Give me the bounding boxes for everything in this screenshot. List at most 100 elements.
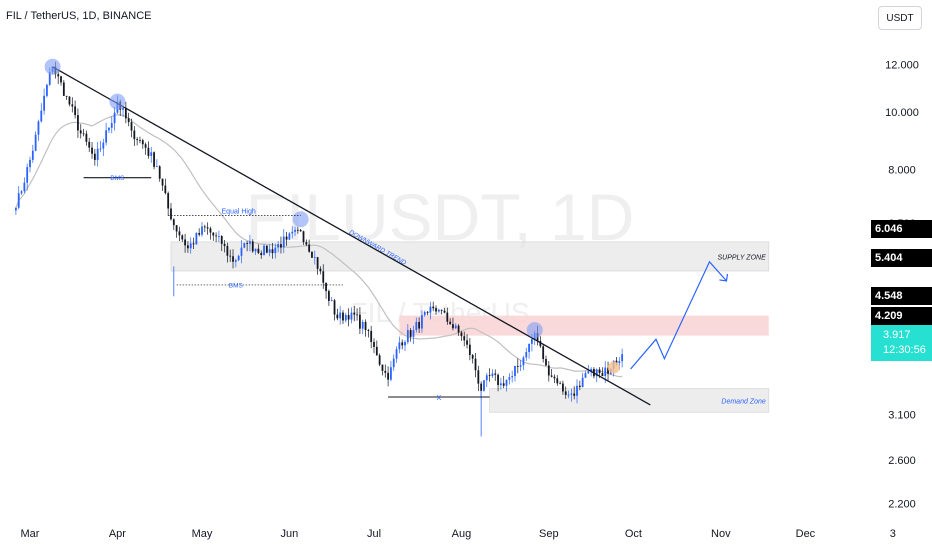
candle-body (240, 247, 243, 256)
candle-body (387, 372, 389, 380)
candle-body (432, 306, 435, 309)
candle-body (347, 315, 350, 320)
x-tick-label: Mar (21, 528, 40, 540)
candle-body (547, 365, 550, 376)
candle-body (31, 150, 34, 160)
candle-body (474, 358, 477, 371)
candle-body (325, 282, 327, 292)
projection-arrowhead (719, 273, 729, 282)
candle-body (466, 340, 468, 345)
candle-body (381, 364, 384, 371)
candle-body (525, 352, 528, 358)
x-tick-label: Dec (796, 528, 816, 540)
candle-body (260, 252, 263, 256)
candle-body (164, 185, 167, 194)
candle-body (195, 232, 198, 245)
trend-touch-highlight (109, 93, 126, 110)
candle-body (133, 130, 136, 140)
candle-body (457, 325, 460, 333)
candle-body (29, 159, 31, 168)
candle-body (344, 315, 347, 321)
candle-body (505, 379, 508, 386)
x-tick-label: 3 (890, 528, 896, 540)
candle-body (559, 383, 561, 385)
candle-body (573, 393, 576, 396)
candle-body (511, 376, 514, 378)
zones-layer: SUPPLY ZONE Demand Zone (170, 241, 770, 413)
candle-body (203, 226, 206, 228)
candle-body (454, 325, 457, 329)
candle-body (232, 256, 234, 262)
candle-body (367, 330, 370, 331)
price-marker: 5.404 (871, 249, 932, 267)
candle-body (212, 232, 215, 236)
candle-body (443, 310, 446, 313)
candle-body (618, 361, 621, 364)
x-tick-label: Nov (711, 528, 731, 540)
price-marker: 4.209 (871, 307, 932, 325)
candle-body (370, 330, 373, 342)
candle-body (246, 243, 249, 244)
candle-body (392, 358, 395, 368)
candle-body (477, 370, 480, 384)
candle-body (254, 248, 257, 252)
candle-body (598, 369, 601, 374)
candle-body (480, 383, 483, 391)
candle-body (319, 268, 322, 272)
currency-button[interactable]: USDT (878, 6, 922, 30)
candle-body (88, 141, 91, 148)
candle-body (17, 193, 20, 208)
candle-body (155, 166, 158, 168)
candle-body (404, 342, 406, 346)
candle-body (93, 153, 96, 160)
candle-body (153, 152, 155, 167)
candle-body (373, 341, 375, 347)
candle-body (468, 344, 471, 355)
x-tick-label: Jun (281, 528, 299, 540)
candle-body (127, 118, 130, 123)
candle-body (562, 383, 564, 392)
candle-body (406, 330, 409, 343)
candle-body (136, 139, 139, 141)
candle-body (141, 140, 144, 145)
candle-body (68, 96, 71, 105)
candle-body (353, 312, 356, 315)
candle-body (263, 245, 265, 256)
y-tick-label: 12.000 (885, 60, 919, 72)
candle-body (206, 227, 209, 229)
candle-body (330, 300, 333, 302)
trend-touch-highlight (44, 58, 61, 75)
candle-body (124, 108, 127, 119)
price-marker: 4.548 (871, 287, 932, 305)
candle-body (268, 249, 271, 253)
candle-body (251, 241, 254, 252)
candle-body (327, 291, 330, 301)
candle-body (223, 243, 226, 246)
equal-high-label: Equal High (222, 208, 256, 215)
candle-body (553, 376, 556, 379)
candle-body (147, 147, 150, 156)
candle-body (74, 106, 77, 116)
candle-body (570, 393, 573, 395)
candle-body (401, 342, 404, 346)
candle-body (322, 271, 325, 283)
candle-body (423, 311, 426, 316)
downtrend-line (52, 66, 651, 406)
candle-body (342, 312, 344, 321)
candle-body (601, 373, 604, 377)
bar-countdown: 12:30:56 (883, 344, 926, 356)
candle-body (285, 236, 288, 240)
candle-body (302, 231, 305, 243)
candle-body (271, 249, 274, 254)
candle-body (522, 357, 525, 366)
candle-body (277, 244, 280, 248)
candle-body (578, 385, 581, 388)
candle-body (294, 229, 296, 232)
candle-body (26, 167, 29, 183)
candle-body (316, 257, 319, 269)
candle-body (65, 95, 68, 97)
candle-body (426, 311, 429, 313)
y-tick-label: 3.100 (888, 410, 916, 422)
candle-body (336, 314, 339, 319)
